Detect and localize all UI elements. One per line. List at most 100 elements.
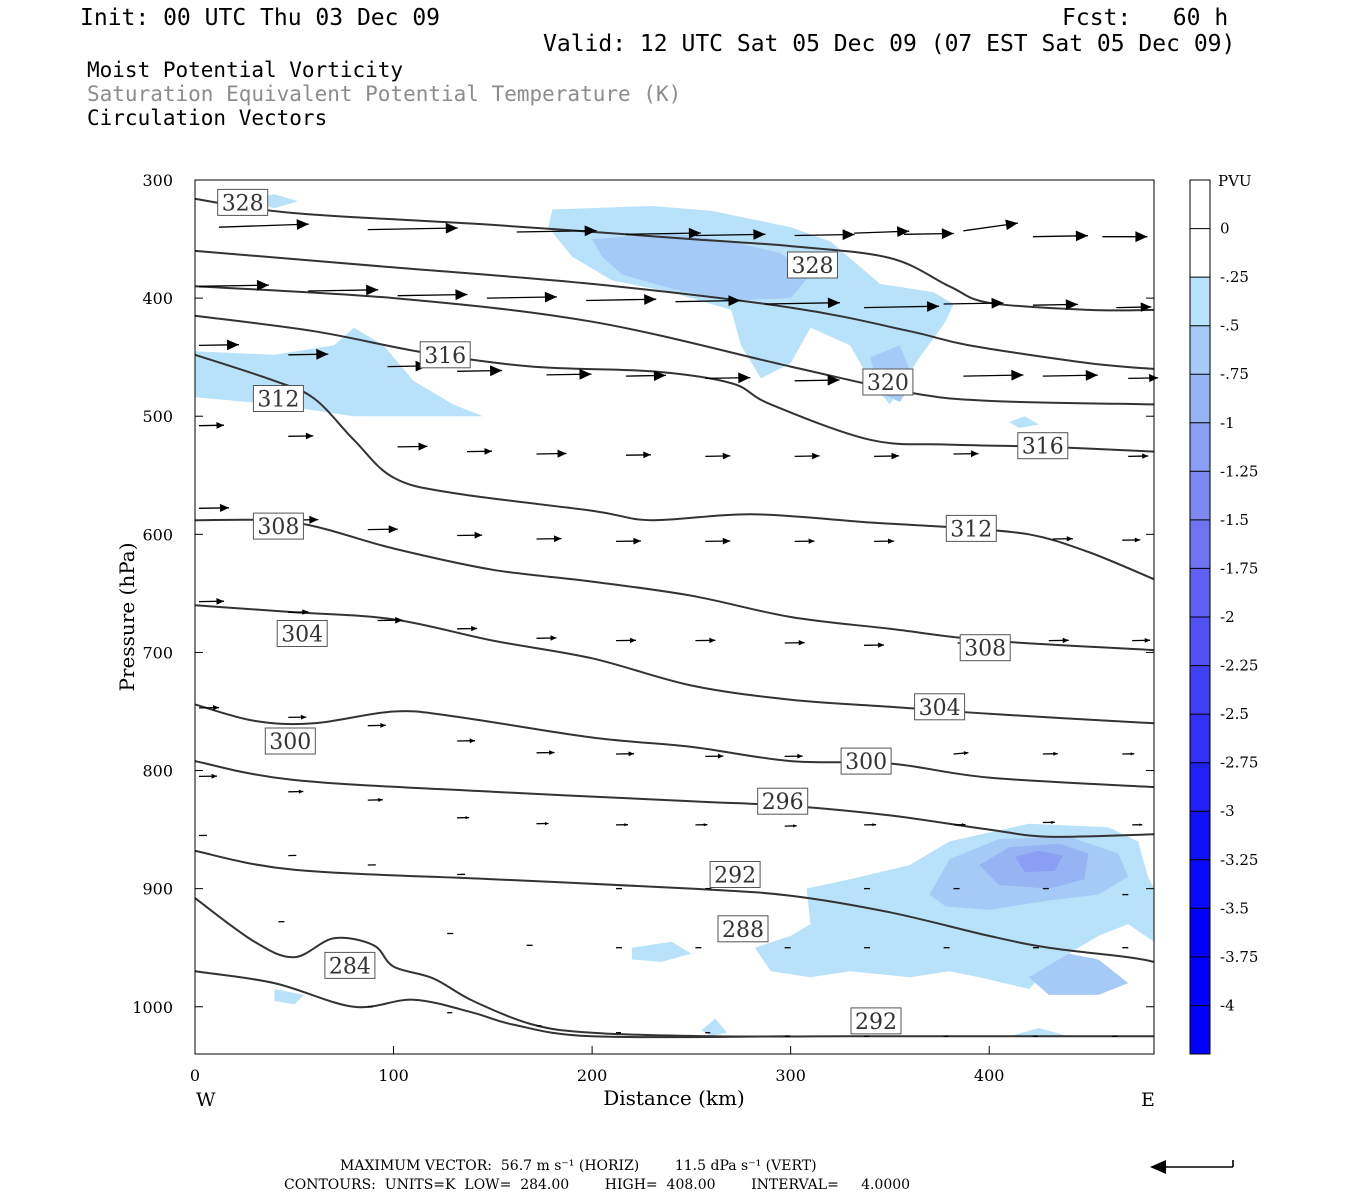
vector-head [722, 452, 731, 460]
vector-head [798, 640, 805, 646]
circulation-vector [963, 219, 1018, 232]
colorbar-swatch [1190, 519, 1210, 569]
vector-head [584, 225, 597, 237]
y-tick-label: 500 [142, 407, 173, 426]
circulation-vector [536, 821, 549, 826]
vector-head [1134, 537, 1141, 543]
circulation-vector [1132, 823, 1143, 827]
contour-label-box [757, 787, 809, 815]
vector-head [579, 368, 592, 380]
circulation-vector [288, 789, 304, 794]
contour-label-text: 284 [329, 954, 371, 979]
circulation-vector [794, 374, 840, 386]
circulation-vector [1122, 537, 1141, 543]
contour-line-312 [194, 353, 1155, 581]
circulation-vector [516, 225, 597, 237]
vector-head [722, 537, 731, 545]
y-tick-label: 800 [142, 762, 173, 781]
colorbar-tick-label: -2.25 [1220, 657, 1258, 675]
circulation-vector [486, 291, 557, 303]
y-tick-label: 900 [142, 880, 173, 899]
contour-label: 316 [1017, 432, 1069, 460]
circulation-vector [784, 824, 797, 828]
contour-label-text: 316 [424, 344, 466, 369]
contour-line-296 [194, 760, 1155, 838]
circulation-vector [198, 339, 240, 351]
circulation-vector [705, 452, 731, 460]
x-axis-title: Distance (km) [603, 1086, 745, 1110]
contour-label-text: 308 [964, 637, 1006, 662]
circulation-vector [625, 370, 666, 381]
contour-label-text: 300 [845, 750, 887, 775]
circulation-vector [457, 738, 476, 744]
circulation-vector [377, 616, 403, 624]
contour-label: 316 [419, 341, 471, 369]
y-tick-label: 400 [142, 289, 173, 308]
circulation-vector [1042, 751, 1058, 756]
vector-head [624, 823, 628, 827]
x-tick-label: 400 [974, 1066, 1005, 1085]
circulation-vector [536, 535, 562, 543]
contour-label-text: 300 [269, 730, 311, 755]
title-field-3: Circulation Vectors [87, 106, 328, 130]
vector-head [970, 450, 979, 458]
pv-shade-region [1028, 953, 1129, 995]
pv-shade-region [1009, 1028, 1069, 1037]
contour-label-box [252, 512, 304, 540]
colorbar-tick-label: -3.5 [1220, 899, 1249, 917]
circulation-vector [1122, 752, 1135, 756]
contour-label-text: 312 [257, 388, 299, 413]
vector-head [827, 297, 840, 309]
colorbar-unit-label: PVU [1218, 172, 1252, 190]
contour-line-328 [194, 197, 1155, 312]
contour-line-320 [194, 285, 1155, 406]
contour-label-box [252, 385, 304, 412]
vector-head [469, 738, 476, 744]
circulation-vector [705, 537, 731, 545]
vector-head [213, 705, 219, 711]
circulation-vector [308, 284, 379, 296]
vector-head [1085, 369, 1098, 381]
circulation-vector [874, 538, 895, 544]
colorbar-tick-label: -2.75 [1220, 754, 1258, 772]
contour-label-box [840, 747, 892, 775]
contour-label-box [945, 514, 997, 542]
vector-head [888, 538, 895, 544]
y-tick-label: 600 [142, 525, 173, 544]
circulation-vector [695, 637, 716, 644]
vector-head [812, 452, 820, 460]
circulation-vector [943, 297, 1004, 309]
circulation-vector [367, 525, 398, 534]
vector-head [455, 289, 468, 301]
contour-label-box [787, 251, 838, 279]
reference-vector-arrow [1150, 1160, 1234, 1174]
colorbar-swatch [1190, 568, 1210, 618]
vector-shaft [218, 223, 309, 228]
x-tick-label: 100 [378, 1066, 409, 1085]
colorbar-swatch [1190, 665, 1210, 715]
vector-head [1051, 820, 1055, 824]
colorbar-swatch [1190, 422, 1210, 472]
contour-label: 292 [709, 861, 761, 889]
circulation-vector [615, 637, 637, 644]
circulation-vector [695, 229, 766, 240]
vector-head [380, 723, 386, 728]
circulation-vector [953, 450, 979, 458]
vector-head [688, 227, 701, 239]
circulation-vector [466, 448, 493, 455]
west-end-label: W [196, 1089, 216, 1111]
vector-head [629, 637, 636, 644]
colorbar-swatch [1190, 471, 1210, 521]
circulation-vector [784, 753, 803, 759]
vector-head [1053, 751, 1058, 756]
circulation-vector [457, 365, 503, 377]
contour-label: 288 [717, 915, 769, 943]
contour-line-284 [194, 970, 791, 1039]
vector-head [1011, 369, 1024, 381]
colorbar-swatch [1190, 714, 1210, 764]
colorbar-tick-label: -.25 [1220, 268, 1249, 286]
vector-head [644, 294, 657, 305]
contour-label-box [914, 693, 966, 721]
circulation-vector [536, 635, 557, 641]
contour-label-text: 304 [919, 696, 961, 721]
